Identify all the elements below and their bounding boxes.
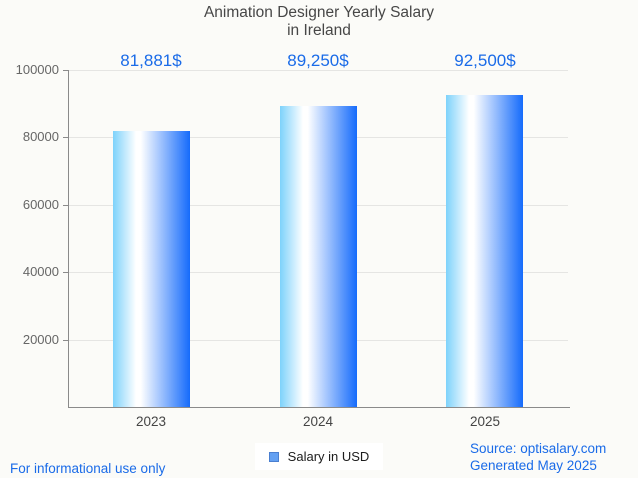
x-axis-line [68, 407, 570, 408]
source-block: Source: optisalary.com Generated May 202… [470, 440, 606, 474]
x-tick-label-2025: 2025 [469, 414, 501, 429]
chart-title-line1: Animation Designer Yearly Salary [203, 4, 435, 21]
bar-2025 [446, 95, 523, 407]
y-tick-label: 100000 [15, 62, 59, 77]
chart-title-line2: in Ireland [287, 22, 351, 39]
value-label-2024: 89,250$ [287, 51, 349, 70]
bar-2023 [113, 131, 190, 407]
y-axis-tick [63, 70, 68, 71]
y-tick-label: 40000 [22, 264, 59, 279]
chart-title: Animation Designer Yearly Salary in Irel… [0, 4, 638, 40]
legend-swatch-icon [268, 451, 279, 462]
bar-2024 [280, 106, 357, 407]
disclaimer-text: For informational use only [10, 461, 166, 476]
value-label-2023: 81,881$ [120, 51, 182, 70]
legend: Salary in USD [254, 443, 384, 470]
value-label-2025: 92,500$ [454, 51, 516, 70]
y-axis-line [68, 70, 69, 407]
gridline [69, 70, 568, 71]
y-axis-tick [63, 205, 68, 206]
y-axis-tick [63, 137, 68, 138]
y-tick-label: 20000 [22, 332, 59, 347]
y-tick-label: 60000 [22, 197, 59, 212]
generated-date: Generated May 2025 [470, 458, 597, 473]
legend-row: Salary in USD [0, 443, 638, 470]
x-tick-label-2023: 2023 [135, 414, 167, 429]
y-axis-tick [63, 272, 68, 273]
source-link[interactable]: Source: optisalary.com [470, 441, 607, 456]
y-tick-label: 80000 [22, 129, 59, 144]
y-axis-tick [63, 340, 68, 341]
legend-label: Salary in USD [287, 449, 370, 464]
x-tick-label-2024: 2024 [302, 414, 334, 429]
